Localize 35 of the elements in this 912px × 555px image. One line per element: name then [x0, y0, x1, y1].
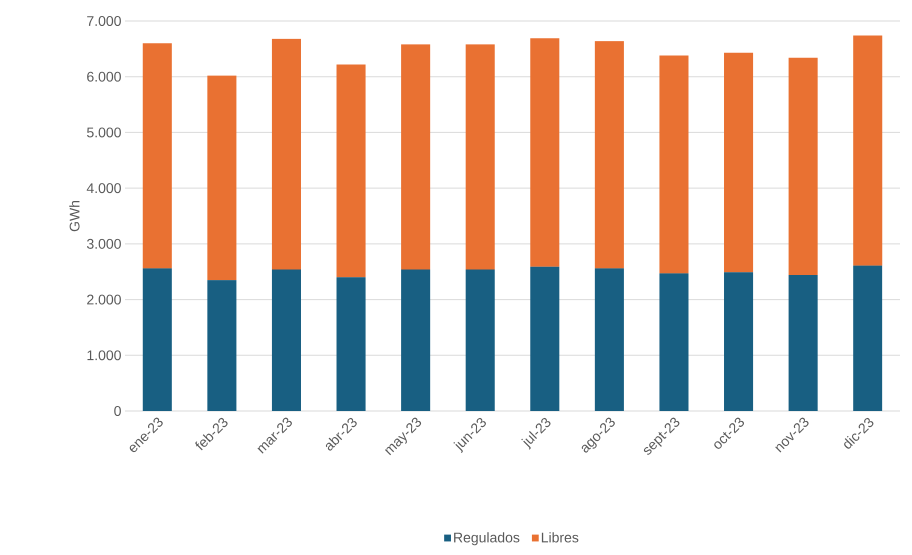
bar: [207, 280, 236, 411]
bar: [788, 58, 818, 276]
legend-label: Regulados: [454, 532, 520, 546]
y-tick-label: 5.000: [87, 127, 121, 138]
y-tick-label: 4.000: [86, 183, 121, 194]
bar: [853, 266, 882, 411]
bar: [853, 35, 882, 266]
bar: [724, 272, 754, 411]
bar: [530, 38, 560, 267]
bar: [659, 273, 688, 411]
bar: [142, 43, 172, 268]
bar: [401, 269, 430, 411]
bar: [594, 268, 624, 411]
bar: [788, 275, 818, 411]
y-tick-label: 6.000: [87, 72, 121, 82]
bar: [142, 268, 172, 411]
y-tick-label: 1.000: [88, 350, 121, 360]
bar: [466, 44, 495, 270]
bar: [272, 38, 301, 270]
y-tick-label: 0: [114, 406, 121, 416]
bar: [401, 44, 430, 270]
bar: [466, 269, 495, 411]
bar: [659, 56, 688, 274]
y-tick-label: 3.000: [86, 238, 121, 249]
legend-label: Libres: [542, 532, 578, 542]
bar: [272, 269, 301, 411]
bar: [594, 41, 624, 268]
y-tick-label: 7.000: [87, 16, 121, 26]
bar: [336, 64, 366, 278]
y-tick-label: 2.000: [87, 294, 121, 305]
y-axis-title: GWh: [69, 200, 80, 232]
bar: [336, 277, 366, 411]
bar: [207, 76, 236, 280]
bar: [530, 266, 560, 411]
bar: [724, 52, 754, 272]
